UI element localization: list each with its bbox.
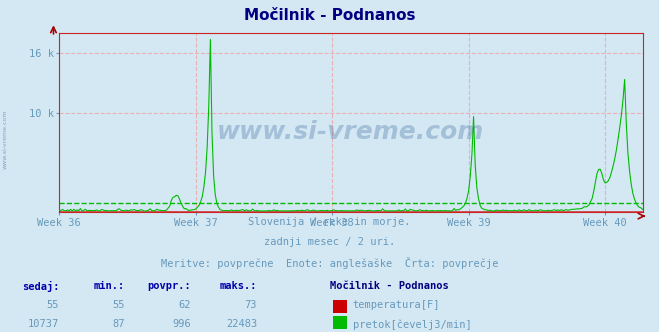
Text: 73: 73	[244, 300, 257, 310]
Text: 22483: 22483	[226, 319, 257, 329]
Text: sedaj:: sedaj:	[22, 281, 59, 291]
Text: maks.:: maks.:	[219, 281, 257, 290]
Text: www.si-vreme.com: www.si-vreme.com	[3, 110, 8, 169]
Text: 10737: 10737	[28, 319, 59, 329]
Text: temperatura[F]: temperatura[F]	[353, 300, 440, 310]
Text: Močilnik - Podnanos: Močilnik - Podnanos	[244, 8, 415, 23]
Text: 55: 55	[113, 300, 125, 310]
Text: pretok[čevelj3/min]: pretok[čevelj3/min]	[353, 319, 471, 330]
Text: Močilnik - Podnanos: Močilnik - Podnanos	[330, 281, 448, 290]
Text: min.:: min.:	[94, 281, 125, 290]
Text: www.si-vreme.com: www.si-vreme.com	[217, 120, 484, 144]
Text: Meritve: povprečne  Enote: anglešaške  Črta: povprečje: Meritve: povprečne Enote: anglešaške Črt…	[161, 257, 498, 269]
Text: 87: 87	[113, 319, 125, 329]
Text: zadnji mesec / 2 uri.: zadnji mesec / 2 uri.	[264, 237, 395, 247]
Text: 62: 62	[179, 300, 191, 310]
Text: povpr.:: povpr.:	[148, 281, 191, 290]
Text: 55: 55	[47, 300, 59, 310]
Text: 996: 996	[173, 319, 191, 329]
Text: Slovenija / reke in morje.: Slovenija / reke in morje.	[248, 217, 411, 227]
